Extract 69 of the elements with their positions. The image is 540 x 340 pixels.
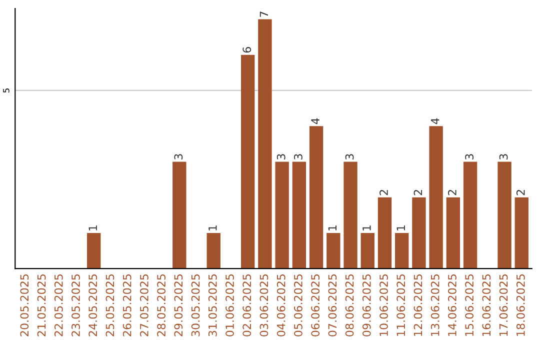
x-tick-label: 10.06.2025: [380, 274, 388, 336]
x-tick-label: 01.06.2025: [226, 274, 234, 336]
data-label: 1: [88, 226, 97, 230]
x-tick-label: 12.06.2025: [414, 274, 422, 336]
x-tick-label: 09.06.2025: [362, 274, 371, 336]
x-tick-label: 18.06.2025: [516, 274, 525, 336]
bar: [378, 197, 392, 269]
bar: [86, 232, 101, 269]
x-tick-label: 29.05.2025: [174, 274, 183, 336]
x-tick-label: 20.05.2025: [20, 274, 29, 336]
data-label: 1: [396, 226, 405, 230]
x-tick-label: 03.06.2025: [260, 274, 268, 336]
x-tick-label: 16.06.2025: [482, 274, 491, 336]
x-tick-label: 21.05.2025: [37, 274, 46, 336]
bar: [258, 19, 272, 269]
bar: [206, 232, 220, 269]
data-label: 3: [294, 154, 302, 160]
x-tick-label: 02.06.2025: [242, 274, 252, 336]
data-label: 4: [431, 118, 440, 124]
x-tick-label: 05.06.2025: [294, 274, 302, 336]
bar: [498, 162, 512, 269]
x-tick-label: 13.06.2025: [430, 274, 440, 336]
x-tick-label: 15.06.2025: [465, 274, 474, 336]
data-label: 3: [465, 154, 474, 160]
bar: [395, 232, 409, 269]
bar: [275, 162, 289, 269]
x-tick-label: 24.05.2025: [88, 274, 98, 336]
data-label: 4: [311, 118, 320, 124]
data-label: 3: [499, 154, 508, 160]
x-tick-label: 17.06.2025: [499, 274, 508, 336]
x-tick-label: 25.05.2025: [106, 274, 114, 336]
data-label: 3: [276, 154, 286, 160]
x-tick-label: 11.06.2025: [396, 274, 406, 336]
bar: [360, 232, 374, 269]
data-label: 3: [174, 154, 183, 160]
bar: [240, 54, 255, 269]
data-label: 1: [208, 226, 217, 230]
data-label: 3: [345, 154, 354, 160]
bar: [429, 126, 443, 269]
bar: [412, 197, 426, 269]
x-tick-label: 14.06.2025: [448, 274, 456, 336]
x-tick-label: 07.06.2025: [328, 274, 337, 336]
data-label: 6: [242, 47, 252, 53]
bar: [292, 162, 306, 269]
data-label: 2: [380, 190, 388, 196]
data-label: 7: [260, 12, 268, 17]
data-label: 2: [448, 190, 456, 196]
bar: [446, 197, 460, 269]
x-tick-label: 23.05.2025: [72, 274, 80, 336]
x-tick-label: 04.06.2025: [276, 274, 286, 336]
bar: [309, 126, 324, 269]
x-tick-label: 28.05.2025: [157, 274, 166, 336]
x-tick-label: 30.05.2025: [191, 274, 200, 336]
data-label: 1: [362, 226, 371, 230]
x-tick-label: 22.05.2025: [54, 274, 63, 336]
bar: [172, 162, 186, 269]
bar: [514, 197, 528, 269]
bar: [344, 162, 358, 269]
y-tick-label: 5: [3, 88, 10, 92]
data-label: 1: [328, 226, 336, 230]
data-label: 2: [414, 190, 422, 196]
x-tick-label: 06.06.2025: [311, 274, 320, 336]
bar: [463, 162, 478, 269]
data-label: 2: [516, 190, 525, 196]
x-tick-label: 08.06.2025: [345, 274, 354, 336]
bar: [326, 232, 340, 269]
x-tick-label: 27.05.2025: [140, 274, 148, 336]
x-tick-label: 26.05.2025: [122, 274, 132, 336]
x-tick-label: 31.05.2025: [208, 274, 217, 336]
